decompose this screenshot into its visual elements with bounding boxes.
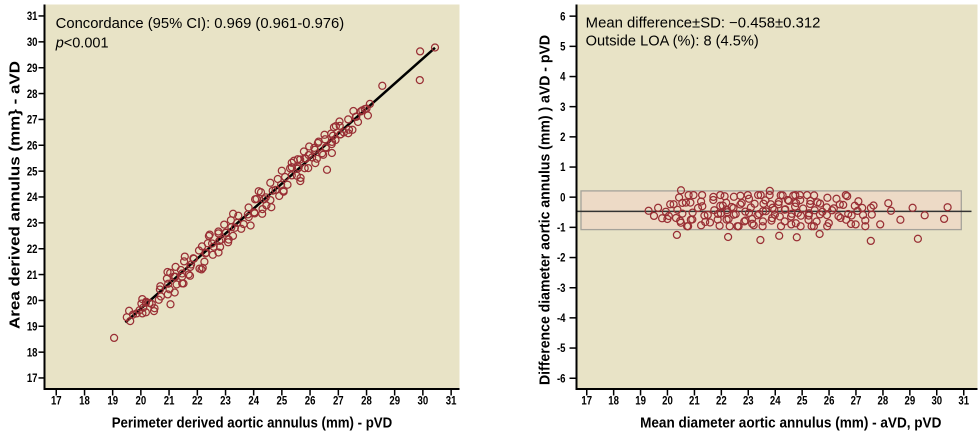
svg-text:Perimeter derived aortic annul: Perimeter derived aortic annulus (mm) - … bbox=[112, 414, 393, 431]
svg-text:20: 20 bbox=[136, 395, 147, 408]
svg-text:25: 25 bbox=[27, 165, 38, 178]
svg-text:24: 24 bbox=[27, 191, 38, 204]
svg-text:26: 26 bbox=[27, 140, 38, 153]
svg-text:17: 17 bbox=[27, 372, 38, 385]
svg-text:23: 23 bbox=[220, 395, 231, 408]
svg-text:19: 19 bbox=[635, 395, 646, 408]
svg-text:25: 25 bbox=[797, 395, 808, 408]
svg-text:18: 18 bbox=[27, 346, 38, 359]
svg-text:-5: -5 bbox=[557, 342, 566, 355]
svg-text:29: 29 bbox=[27, 62, 38, 75]
svg-text:27: 27 bbox=[851, 395, 862, 408]
svg-text:17: 17 bbox=[581, 395, 592, 408]
svg-text:5: 5 bbox=[560, 41, 565, 54]
svg-text:Area derived annulus (mm} - aV: Area derived annulus (mm} - aVD bbox=[7, 61, 24, 329]
svg-text:28: 28 bbox=[878, 395, 889, 408]
svg-text:Outside LOA (%): 8 (4.5%): Outside LOA (%): 8 (4.5%) bbox=[586, 33, 759, 49]
svg-text:22: 22 bbox=[27, 243, 38, 256]
svg-text:26: 26 bbox=[305, 395, 316, 408]
svg-text:31: 31 bbox=[958, 395, 969, 408]
svg-text:31: 31 bbox=[446, 395, 457, 408]
svg-text:26: 26 bbox=[824, 395, 835, 408]
svg-text:Mean difference±SD: −0.458±0.3: Mean difference±SD: −0.458±0.312 bbox=[586, 16, 821, 32]
svg-text:19: 19 bbox=[107, 395, 118, 408]
svg-text:21: 21 bbox=[164, 395, 175, 408]
svg-text:21: 21 bbox=[27, 269, 38, 282]
svg-text:27: 27 bbox=[333, 395, 344, 408]
svg-text:4: 4 bbox=[560, 71, 565, 84]
svg-text:27: 27 bbox=[27, 114, 38, 127]
svg-text:29: 29 bbox=[389, 395, 400, 408]
svg-text:23: 23 bbox=[743, 395, 754, 408]
svg-text:24: 24 bbox=[770, 395, 781, 408]
svg-text:18: 18 bbox=[79, 395, 90, 408]
svg-text:p<0.001: p<0.001 bbox=[55, 36, 109, 52]
svg-text:3: 3 bbox=[560, 101, 565, 114]
svg-text:18: 18 bbox=[608, 395, 619, 408]
svg-text:22: 22 bbox=[192, 395, 203, 408]
svg-text:-6: -6 bbox=[557, 372, 566, 385]
svg-text:24: 24 bbox=[248, 395, 259, 408]
svg-text:23: 23 bbox=[27, 217, 38, 230]
svg-text:-2: -2 bbox=[557, 252, 566, 265]
svg-text:6: 6 bbox=[560, 10, 565, 23]
svg-text:Mean diameter aortic annulus (: Mean diameter aortic annulus (mm) - aVD,… bbox=[640, 414, 941, 431]
svg-text:1: 1 bbox=[560, 161, 565, 174]
svg-text:19: 19 bbox=[27, 321, 38, 334]
svg-text:29: 29 bbox=[905, 395, 916, 408]
svg-text:20: 20 bbox=[662, 395, 673, 408]
svg-text:30: 30 bbox=[931, 395, 942, 408]
svg-text:30: 30 bbox=[27, 36, 38, 49]
svg-text:0: 0 bbox=[560, 191, 565, 204]
svg-text:20: 20 bbox=[27, 295, 38, 308]
svg-text:31: 31 bbox=[27, 10, 38, 23]
svg-text:25: 25 bbox=[277, 395, 288, 408]
svg-text:Difference diameter aortic ann: Difference diameter aortic annulus (mm) … bbox=[537, 35, 554, 385]
svg-text:17: 17 bbox=[51, 395, 62, 408]
svg-text:-4: -4 bbox=[557, 312, 566, 325]
svg-text:21: 21 bbox=[689, 395, 700, 408]
svg-text:2: 2 bbox=[560, 131, 565, 144]
svg-text:30: 30 bbox=[418, 395, 429, 408]
svg-text:28: 28 bbox=[361, 395, 372, 408]
svg-text:-3: -3 bbox=[557, 282, 566, 295]
svg-text:22: 22 bbox=[716, 395, 727, 408]
svg-text:Concordance (95% CI): 0.969 (0: Concordance (95% CI): 0.969 (0.961-0.976… bbox=[56, 16, 345, 32]
svg-text:28: 28 bbox=[27, 88, 38, 101]
svg-text:-1: -1 bbox=[557, 222, 566, 235]
